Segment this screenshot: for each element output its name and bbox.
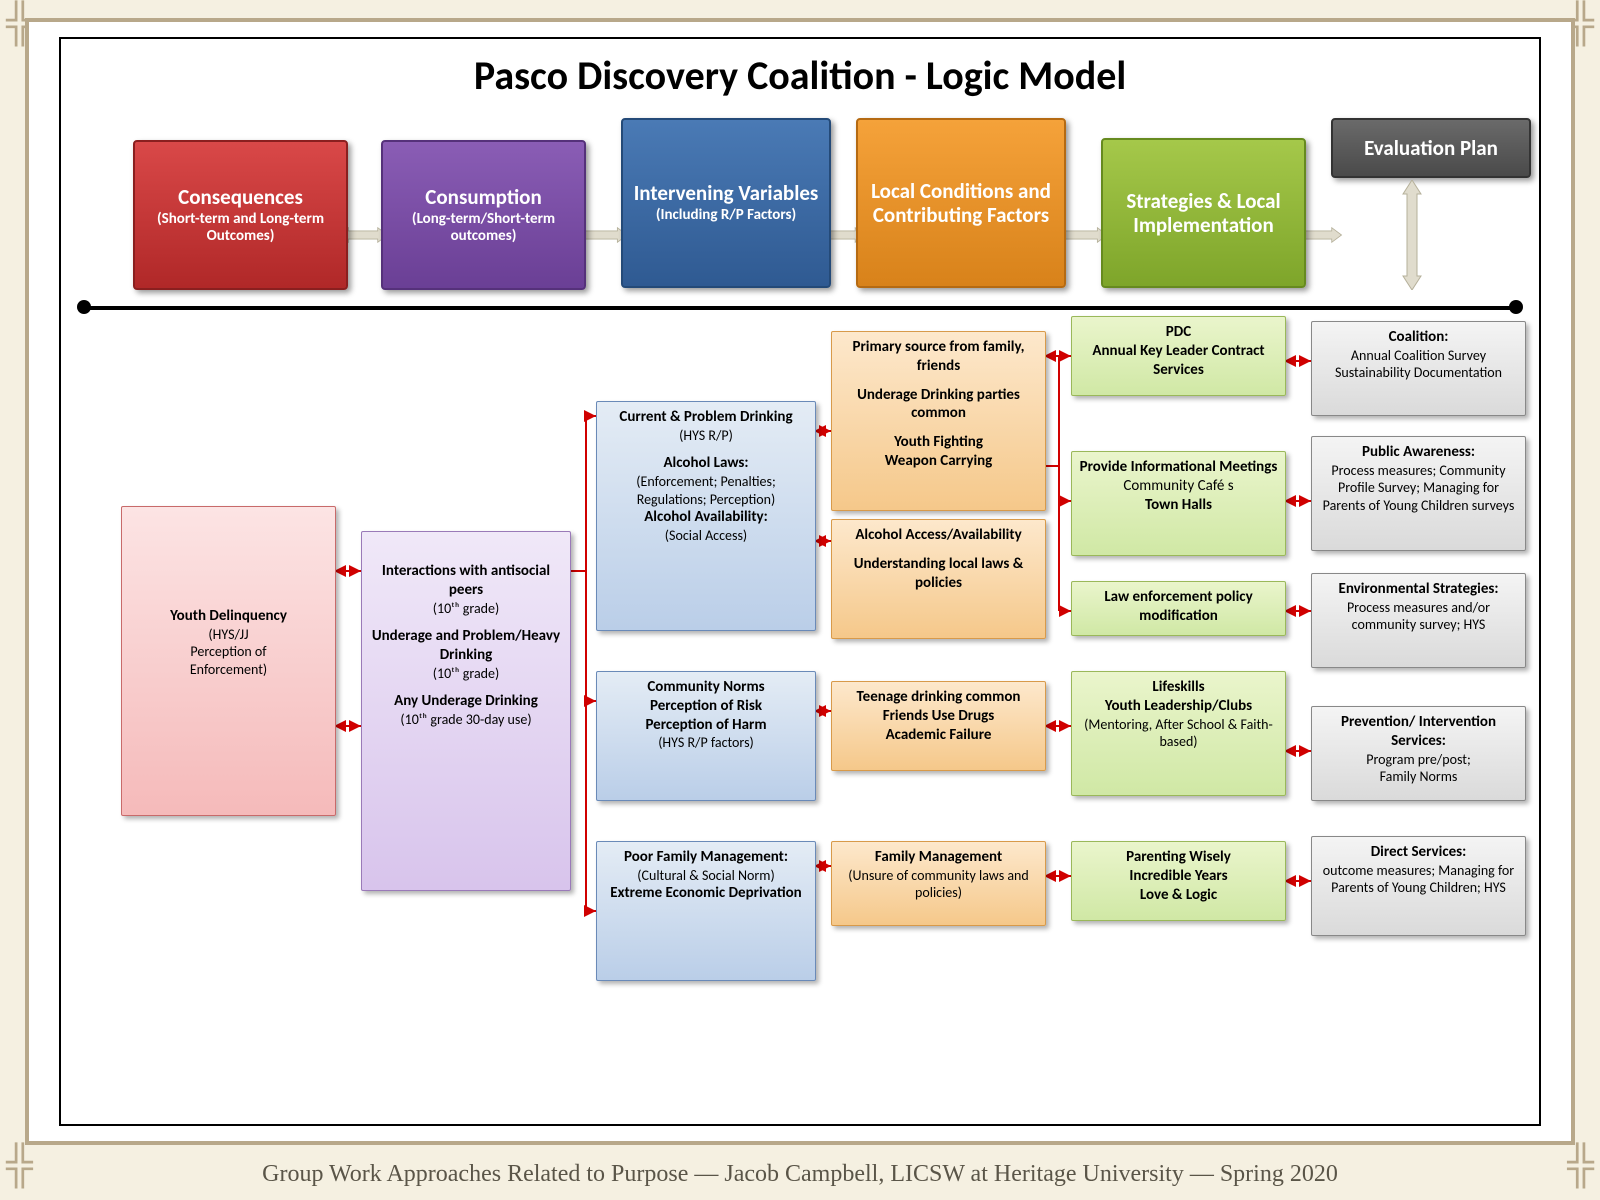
eval-header-arrow (1401, 180, 1423, 290)
header-row: Consequences(Short-term and Long-term Ou… (71, 118, 1529, 283)
node-consm: Interactions with antisocial peers(10ᵗʰ … (361, 531, 571, 891)
header-box-5: Evaluation Plan (1331, 118, 1531, 178)
header-box-4: Strategies & Local Implementation (1101, 138, 1306, 288)
outer-frame: Pasco Discovery Coalition - Logic Model … (25, 18, 1575, 1145)
node-ev5: Direct Services:outcome measures; Managi… (1311, 836, 1526, 936)
node-lc4: Family Management(Unsure of community la… (831, 841, 1046, 926)
node-iv2: Community NormsPerception of RiskPercept… (596, 671, 816, 801)
flowchart: Youth Delinquency(HYS/JJPerception ofEnf… (71, 311, 1529, 1041)
page-title: Pasco Discovery Coalition - Logic Model (61, 51, 1539, 100)
header-box-2: Intervening Variables(Including R/P Fact… (621, 118, 831, 288)
node-st4: LifeskillsYouth Leadership/Clubs(Mentori… (1071, 671, 1286, 796)
node-st5: Parenting WiselyIncredible YearsLove & L… (1071, 841, 1286, 921)
header-box-3: Local Conditions and Contributing Factor… (856, 118, 1066, 288)
node-st2: Provide Informational MeetingsCommunity … (1071, 451, 1286, 556)
node-lc3: Teenage drinking commonFriends Use Drugs… (831, 681, 1046, 771)
node-ev2: Public Awareness:Process measures; Commu… (1311, 436, 1526, 551)
node-iv1: Current & Problem Drinking(HYS R/P)Alcoh… (596, 401, 816, 631)
node-ev4: Prevention/ Intervention Services:Progra… (1311, 706, 1526, 801)
node-lc2: Alcohol Access/AvailabilityUnderstanding… (831, 519, 1046, 639)
node-st3: Law enforcement policy modification (1071, 581, 1286, 636)
header-box-0: Consequences(Short-term and Long-term Ou… (133, 140, 348, 290)
node-lc1: Primary source from family, friendsUnder… (831, 331, 1046, 511)
header-box-1: Consumption(Long-term/Short-term outcome… (381, 140, 586, 290)
timeline (81, 303, 1519, 311)
footer-text: Group Work Approaches Related to Purpose… (0, 1161, 1600, 1188)
node-consq: Youth Delinquency(HYS/JJPerception ofEnf… (121, 506, 336, 816)
node-st1: PDCAnnual Key Leader Contract Services (1071, 316, 1286, 396)
node-ev3: Environmental Strategies:Process measure… (1311, 573, 1526, 668)
inner-frame: Pasco Discovery Coalition - Logic Model … (59, 37, 1541, 1126)
node-iv3: Poor Family Management:(Cultural & Socia… (596, 841, 816, 981)
node-ev1: Coalition:Annual Coalition Survey Sustai… (1311, 321, 1526, 416)
